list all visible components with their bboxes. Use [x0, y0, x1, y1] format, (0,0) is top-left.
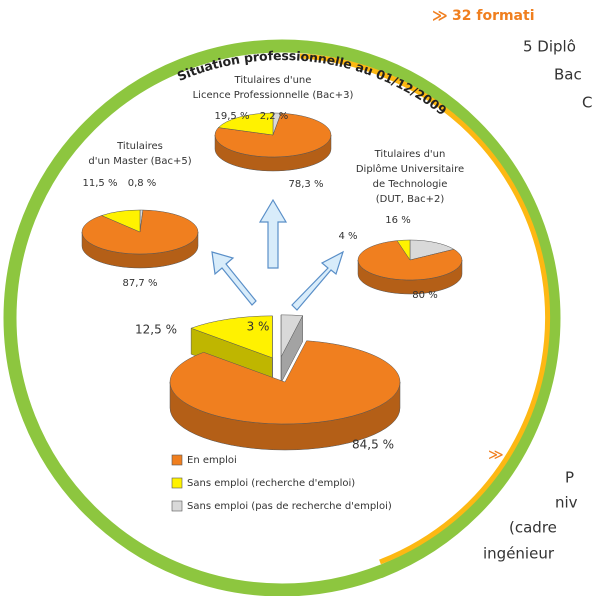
value-label: 19,5 % [215, 111, 250, 122]
value-label: 87,7 % [123, 278, 158, 289]
value-label: 3 % [247, 320, 270, 334]
side-chevron: ≫ [488, 446, 504, 464]
arrows [211, 198, 345, 311]
legend-swatch [171, 454, 183, 466]
pie-title: (DUT, Bac+2) [376, 194, 445, 205]
value-label: 78,3 % [289, 179, 324, 190]
side-heading: 32 formati [452, 8, 535, 24]
pie-title: Licence Professionnelle (Bac+3) [193, 90, 354, 101]
pie-title: Diplôme Universitaire [356, 163, 464, 175]
side-line: 5 Diplô [523, 38, 576, 56]
inner-arc [299, 53, 551, 565]
banner-path: Situation professionnelle au 01/12/2009 [175, 47, 450, 117]
pie-slice [217, 112, 274, 136]
value-label: 2,2 % [260, 111, 289, 122]
legend-swatch [171, 500, 183, 512]
pie-slice [100, 209, 141, 233]
side-line: Bac [554, 66, 582, 84]
pie-title: Titulaires d'une [234, 75, 312, 86]
legend-swatch [171, 477, 183, 489]
side-line: P [565, 469, 574, 487]
side-chevron: ≫ [432, 7, 448, 25]
pie-slice [280, 314, 304, 357]
pie-title: Titulaires [116, 141, 163, 152]
value-label: 11,5 % [83, 178, 118, 189]
value-label: 16 % [385, 215, 410, 226]
legend-label: Sans emploi (pas de recherche d'emploi) [187, 501, 392, 512]
pie-title: Titulaires d'un [374, 149, 446, 160]
value-label: 80 % [412, 290, 437, 301]
value-label: 84,5 % [352, 438, 394, 452]
value-label: 4 % [338, 231, 357, 242]
value-label: 12,5 % [135, 323, 177, 337]
side-line: ingénieur [483, 545, 555, 563]
pie-title: de Technologie [373, 179, 448, 190]
pie-slice [409, 239, 455, 261]
value-label: 0,8 % [128, 178, 157, 189]
banner: Situation professionnelle au 01/12/2009 [175, 47, 450, 117]
pie-slice [396, 239, 411, 261]
pie-slice [190, 315, 273, 359]
side-line: C [582, 94, 592, 112]
pie-slice [169, 340, 401, 425]
legend-label: Sans emploi (recherche d'emploi) [187, 478, 355, 489]
side-line: (cadre [509, 519, 557, 537]
legend-label: En emploi [187, 455, 237, 466]
outer-ring [3, 39, 561, 596]
side-line: niv [555, 494, 578, 512]
pie-title: d'un Master (Bac+5) [88, 156, 191, 167]
